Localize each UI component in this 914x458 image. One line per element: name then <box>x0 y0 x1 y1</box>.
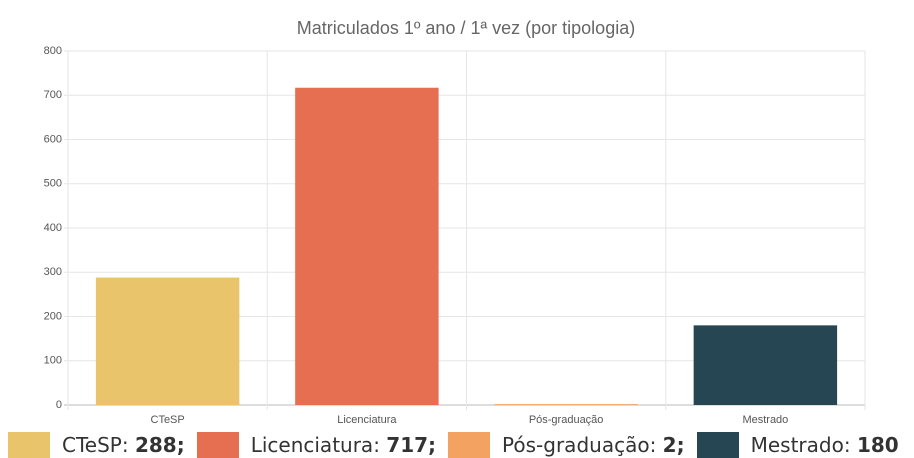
legend-label: Licenciatura <box>250 433 374 457</box>
legend-separator: : <box>373 433 380 457</box>
x-tick-label: Mestrado <box>742 414 788 426</box>
legend-value: 180 <box>856 433 899 457</box>
legend-swatch <box>448 432 491 458</box>
chart: Matriculados 1º ano / 1ª vez (por tipolo… <box>44 18 866 426</box>
x-tick-label: Pós-graduação <box>529 414 604 426</box>
legend-label: Mestrado <box>750 433 844 457</box>
legend-entry: CTeSP: 288; <box>8 432 185 458</box>
legend-entry: Pós-graduação: 2; <box>448 432 685 458</box>
legend-label: CTeSP <box>62 433 122 457</box>
y-tick-label: 700 <box>44 89 62 101</box>
y-tick-label: 600 <box>44 133 62 145</box>
y-tick-label: 500 <box>44 178 62 190</box>
legend-separator: : <box>121 433 129 457</box>
legend-swatch <box>696 432 739 458</box>
bar <box>693 325 838 405</box>
y-tick-label: 300 <box>44 266 62 278</box>
legend-value: 717; <box>386 433 437 457</box>
legend-entry: Licenciatura: 717; <box>196 432 437 458</box>
y-tick-label: 200 <box>44 310 62 322</box>
x-tick-label: CTeSP <box>151 414 185 426</box>
bar <box>295 87 439 405</box>
x-tick-label: Licenciatura <box>337 414 397 426</box>
legend-value: 288; <box>134 433 185 457</box>
bar <box>95 277 240 405</box>
chart-title: Matriculados 1º ano / 1ª vez (por tipolo… <box>297 18 635 38</box>
legend-entry: Mestrado: 180 <box>696 432 899 458</box>
legend-swatch <box>8 432 50 458</box>
legend-separator: : <box>649 433 657 457</box>
legend-separator: : <box>843 433 851 457</box>
legend-label: Pós-graduação <box>502 433 650 457</box>
legend-value: 2; <box>662 433 685 457</box>
y-tick-label: 0 <box>56 399 62 411</box>
legend: CTeSP: 288; Licenciatura: 717; Pós-graduaç… <box>8 432 911 458</box>
y-tick-label: 800 <box>44 45 62 57</box>
legend-swatch <box>196 432 239 458</box>
y-tick-label: 400 <box>44 222 62 234</box>
y-tick-label: 100 <box>44 355 62 367</box>
bar <box>494 404 638 406</box>
